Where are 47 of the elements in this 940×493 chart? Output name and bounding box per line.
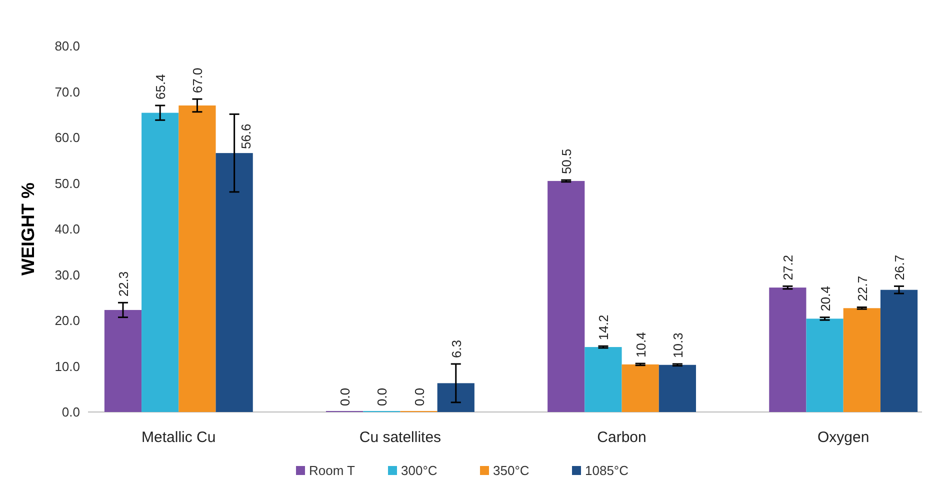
x-tick-label: Metallic Cu [142,429,216,446]
data-label: 0.0 [412,388,427,406]
y-tick-label: 50.0 [54,176,80,191]
y-tick-label: 80.0 [54,38,80,54]
bar [216,153,253,412]
data-label: 0.0 [374,388,390,406]
bar [622,364,659,412]
data-label: 65.4 [153,74,168,100]
x-tick-label: Oxygen [817,429,870,446]
bar [806,318,844,412]
bar [584,347,622,412]
bar [769,288,806,412]
bar [880,290,918,412]
y-tick-label: 0.0 [62,404,80,420]
data-label: 22.3 [116,271,131,297]
data-label: 26.7 [892,254,908,280]
y-tick-label: 30.0 [54,267,80,282]
x-tick-label: Carbon [597,429,646,446]
data-label: 22.7 [854,276,870,302]
legend-label: 1085°C [585,463,629,478]
data-label: 56.6 [238,124,254,150]
data-label: 67.0 [190,68,206,94]
data-label: 50.5 [559,148,574,174]
x-tick-label: Cu satellites [359,429,442,446]
bar [658,364,696,412]
data-label: 14.2 [596,314,612,340]
bar [437,383,474,412]
data-label: 10.4 [633,332,648,358]
bar [104,310,142,412]
y-tick-label: 40.0 [54,222,80,237]
legend-label: Room T [309,463,356,478]
data-label: 0.0 [338,388,353,406]
y-tick-label: 20.0 [54,313,80,328]
bar [178,105,216,412]
legend-label: 350°C [493,463,530,478]
y-tick-label: 60.0 [54,130,80,146]
y-tick-label: 70.0 [54,84,80,100]
legend-label: 300°C [401,463,438,478]
data-label: 6.3 [448,340,464,358]
y-tick-label: 10.0 [54,358,80,374]
data-label: 10.3 [670,332,686,358]
y-axis-title: WEIGHT % [18,182,38,276]
bar [142,112,179,412]
data-label: 27.2 [780,254,796,280]
bar [843,308,880,412]
bar [548,180,585,412]
data-label: 20.4 [818,286,833,312]
